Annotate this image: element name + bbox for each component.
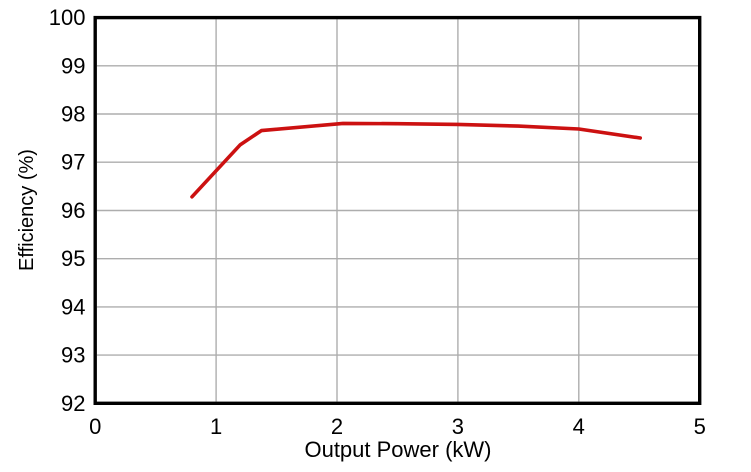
svg-text:93: 93: [61, 343, 85, 368]
svg-text:4: 4: [573, 414, 585, 439]
svg-text:96: 96: [61, 198, 85, 223]
svg-text:Output Power (kW): Output Power (kW): [304, 437, 491, 462]
svg-text:99: 99: [61, 53, 85, 78]
svg-text:5: 5: [694, 414, 706, 439]
svg-text:94: 94: [61, 294, 85, 319]
svg-text:Efficiency (%): Efficiency (%): [16, 149, 38, 271]
svg-text:95: 95: [61, 246, 85, 271]
svg-text:97: 97: [61, 150, 85, 175]
svg-text:100: 100: [49, 5, 86, 30]
svg-text:98: 98: [61, 102, 85, 127]
svg-text:2: 2: [331, 414, 343, 439]
svg-text:3: 3: [452, 414, 464, 439]
svg-text:0: 0: [89, 414, 101, 439]
svg-text:1: 1: [210, 414, 222, 439]
svg-text:92: 92: [61, 391, 85, 416]
